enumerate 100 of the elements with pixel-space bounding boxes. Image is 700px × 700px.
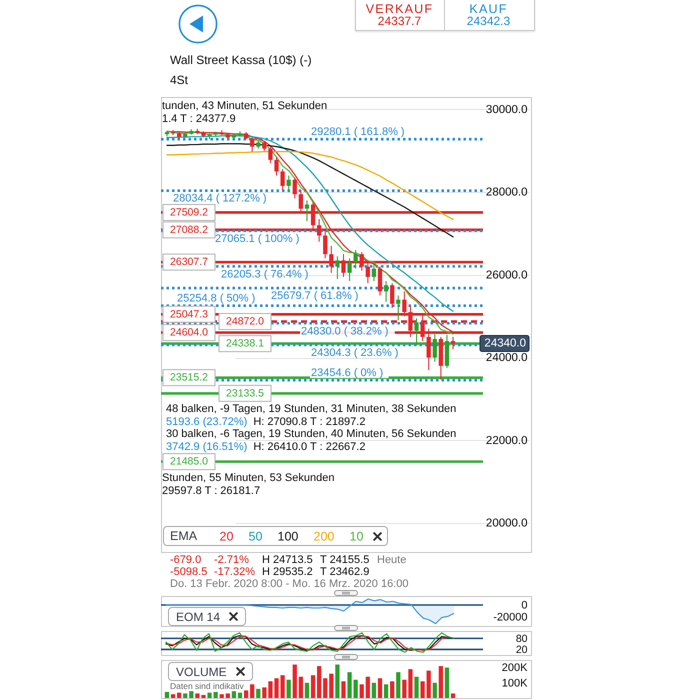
bar: [177, 692, 182, 698]
candlestick: [354, 250, 358, 270]
candlestick: [323, 228, 328, 259]
candlestick: [366, 260, 370, 284]
bar: [347, 672, 352, 698]
candlestick: [420, 314, 425, 342]
bar: [372, 682, 376, 698]
bar: [408, 669, 413, 698]
bar: [444, 668, 450, 698]
y-tick-label: 20: [516, 644, 528, 656]
bar: [310, 675, 316, 698]
ref-line-label: 25254.8 ( 50% ): [177, 292, 256, 305]
y-tick-label: 22000.0: [486, 434, 528, 447]
ref-line-label: 26205.3 ( 76.4% ): [221, 268, 308, 280]
y-tick-label: 80: [516, 632, 528, 645]
bar: [214, 692, 218, 698]
candlestick: [396, 295, 400, 321]
bar: [207, 692, 212, 698]
y-tick-label: 20000.0: [486, 518, 528, 530]
ref-line-label: 27509.2: [170, 206, 208, 218]
candlestick: [304, 200, 310, 222]
bar: [354, 680, 358, 698]
annotation: H: 26410.0 T : 22667.2: [253, 440, 366, 452]
ref-line-label: 21485.0: [170, 456, 208, 468]
bar: [250, 684, 254, 698]
annotation: Daten sind indikativ: [170, 681, 244, 691]
bar: [378, 678, 382, 698]
text: T 24155.5: [320, 554, 370, 566]
annotation: Stunden, 55 Minuten, 53 Sekunden: [162, 472, 334, 484]
bar: [396, 672, 400, 698]
bar: [390, 681, 394, 698]
candlestick: [390, 282, 394, 308]
text: -17.32%: [214, 566, 255, 578]
candlestick: [378, 266, 382, 296]
text: H 24713.5: [262, 554, 313, 566]
bar: [335, 664, 340, 698]
ref-line-label: 23515.2: [170, 372, 208, 384]
bar: [280, 675, 285, 698]
candlestick: [292, 177, 297, 199]
text: Do. 13 Febr. 2020 8:00 - Mo. 16 Mrz. 2020 16:00: [170, 578, 408, 590]
text: -5098.5: [170, 566, 208, 578]
bar: [170, 694, 176, 698]
ref-line-label: 29280.1 ( 161.8% ): [311, 126, 405, 138]
annotation: 30 balken, -6 Tagen, 19 Stunden, 40 Minuten, 56 Sekunden: [166, 428, 456, 440]
text: -679.0: [170, 554, 202, 566]
chart-subtitle: 4St: [170, 73, 188, 87]
text: 24337.7: [378, 14, 422, 28]
ref-line-label: 26307.7: [170, 256, 208, 268]
text: -2.71%: [214, 554, 249, 566]
text: 20: [220, 529, 234, 544]
bar: [286, 680, 291, 698]
annotation: H: 27090.8 T : 21897.2: [253, 416, 366, 428]
candlestick: [286, 175, 291, 193]
y-tick-label: 26000.0: [486, 269, 528, 282]
bar: [438, 666, 443, 698]
ref-line-label: 25047.3: [170, 308, 208, 320]
bar: [201, 694, 206, 698]
candlestick: [408, 305, 413, 338]
ref-line-label: 28034.4 ( 127.2% ): [173, 192, 267, 205]
candlestick: [432, 332, 437, 362]
ref-line-label: 27065.1 ( 100% ): [215, 232, 300, 245]
annotation: 29597.8 T : 26181.7: [162, 484, 260, 496]
candlestick: [298, 190, 303, 214]
candlestick: [310, 202, 316, 230]
y-tick-label: 0: [521, 600, 528, 612]
candlestick: [335, 256, 340, 280]
bar: [262, 687, 266, 698]
annotation: 1.4 T : 24377.9: [162, 112, 236, 124]
candlestick: [450, 336, 456, 350]
candlestick: [262, 140, 266, 152]
candlestick: [402, 290, 406, 317]
text: 10: [350, 529, 364, 544]
candlestick: [426, 328, 431, 370]
text: T 23462.9: [320, 566, 370, 578]
bar: [274, 678, 279, 698]
ref-line-label: 23454.6 ( 0% ): [311, 367, 384, 380]
bar: [414, 676, 419, 698]
candlestick: [341, 254, 346, 278]
bar: [232, 691, 236, 698]
y-tick-label: 200K: [502, 662, 528, 674]
bar: [384, 684, 388, 698]
chart-title: Wall Street Kassa (10$) (-): [170, 53, 312, 67]
ref-line-label: 25679.7 ( 61.8% ): [271, 290, 358, 302]
annotation: tunden, 43 Minuten, 51 Sekunden: [162, 100, 328, 112]
bar: [268, 681, 273, 698]
ref-line-label: 27088.2: [170, 224, 208, 236]
candlestick: [317, 218, 322, 242]
text: H 29535.2: [262, 566, 313, 578]
bar: [238, 692, 242, 698]
candlestick: [250, 136, 254, 152]
bar: [420, 681, 425, 698]
ref-line-label: 24304.3 ( 23.6% ): [311, 347, 398, 360]
y-tick-label: 28000.0: [486, 186, 528, 199]
candlestick: [384, 280, 388, 302]
legend-title: EMA: [170, 529, 198, 543]
bar: [341, 681, 346, 698]
text: 24340.0: [484, 338, 526, 350]
bar: [244, 690, 248, 698]
candlestick: [274, 156, 279, 176]
y-tick-label: -20000: [493, 612, 528, 624]
